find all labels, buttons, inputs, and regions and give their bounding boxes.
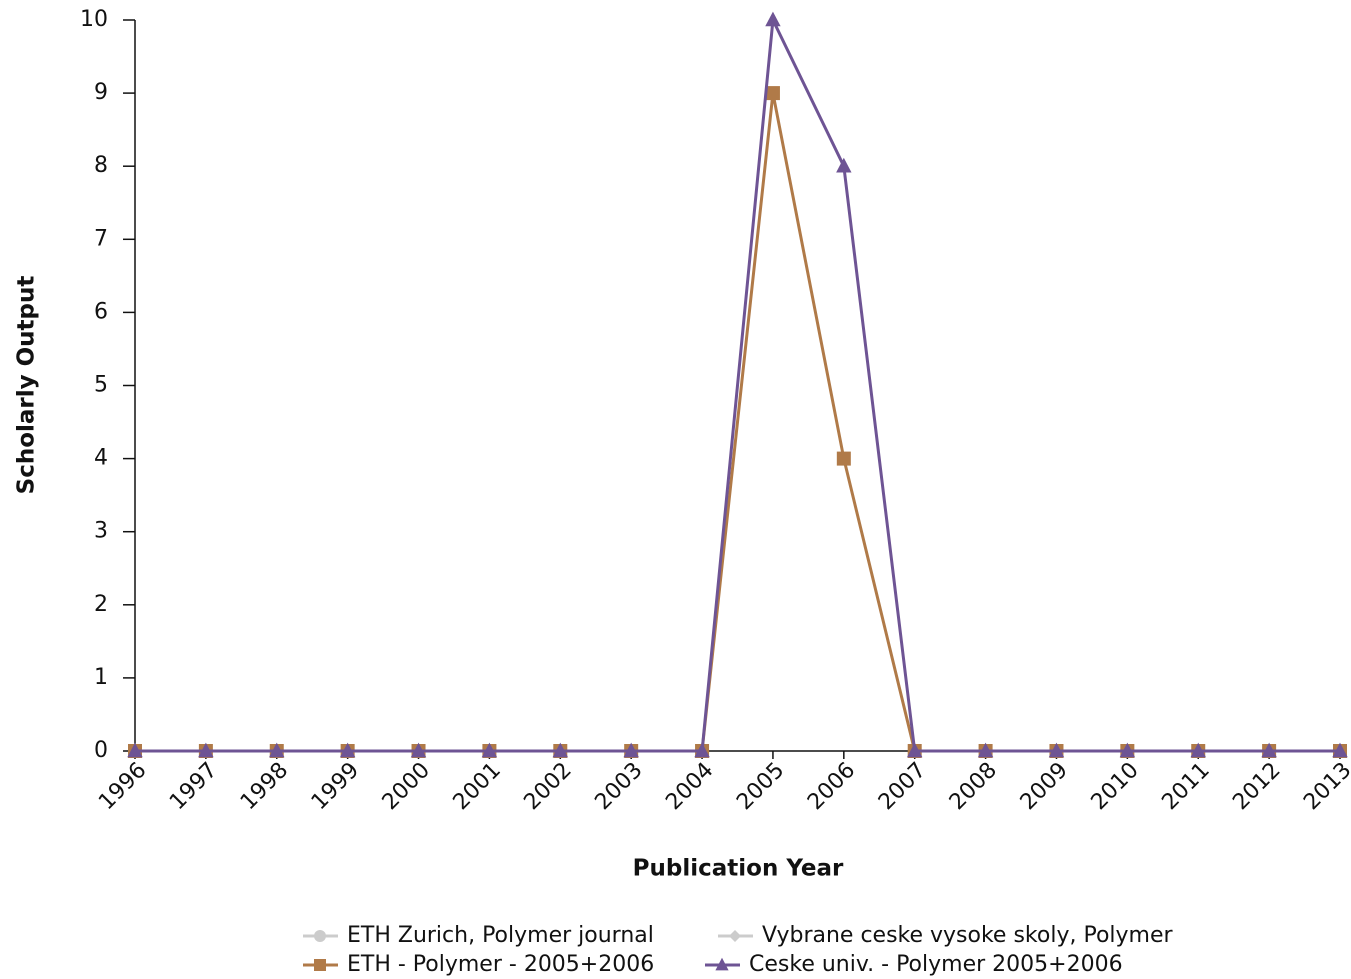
legend-marker xyxy=(715,957,729,971)
legend-marker xyxy=(314,930,326,942)
y-tick-label: 0 xyxy=(94,738,108,763)
series-line xyxy=(135,14,1340,753)
y-tick-label: 3 xyxy=(94,519,108,544)
y-tick-label: 1 xyxy=(94,665,108,690)
y-axis-label: Scholarly Output xyxy=(14,276,40,495)
y-tick-label: 7 xyxy=(94,226,108,251)
x-tick-label: 1996 xyxy=(94,758,151,815)
x-tick-label: 1998 xyxy=(236,758,293,815)
x-tick-label: 2011 xyxy=(1157,758,1214,815)
y-tick-label: 5 xyxy=(94,373,108,398)
x-tick-label: 2004 xyxy=(661,758,718,815)
data-point xyxy=(694,742,710,758)
legend-label: Ceske univ. - Polymer 2005+2006 xyxy=(749,952,1123,977)
y-tick-label: 10 xyxy=(80,7,108,32)
y-tick-label: 8 xyxy=(94,153,108,178)
data-point xyxy=(1119,742,1136,758)
data-point xyxy=(552,742,568,758)
data-point xyxy=(907,742,923,758)
x-axis-label: Publication Year xyxy=(633,856,844,882)
x-tick-label: 2005 xyxy=(732,758,789,815)
x-tick-label: 2001 xyxy=(449,758,506,815)
data-point xyxy=(198,742,214,758)
x-tick-label: 2010 xyxy=(1087,758,1144,815)
data-point xyxy=(339,742,356,758)
data-point xyxy=(1048,742,1065,758)
data-point xyxy=(836,451,851,466)
x-tick-label: 2006 xyxy=(803,758,860,815)
data-point xyxy=(269,742,285,758)
legend-label: ETH Zurich, Polymer journal xyxy=(347,923,654,948)
x-tick-label: 2008 xyxy=(945,758,1002,815)
data-point xyxy=(1332,742,1348,758)
y-tick-label: 2 xyxy=(94,592,108,617)
legend-marker xyxy=(729,930,741,942)
legend-label: ETH - Polymer - 2005+2006 xyxy=(347,952,654,977)
y-tick-label: 6 xyxy=(94,299,108,324)
x-tick-label: 2003 xyxy=(590,758,647,815)
data-point xyxy=(765,86,780,101)
x-tick-label: 2007 xyxy=(874,758,931,815)
x-tick-label: 2000 xyxy=(378,758,435,815)
x-tick-label: 2013 xyxy=(1299,758,1351,815)
data-point xyxy=(836,157,852,173)
y-tick-label: 9 xyxy=(94,80,108,105)
data-point xyxy=(410,742,427,758)
x-tick-label: 1997 xyxy=(165,758,222,815)
data-point xyxy=(1190,742,1206,758)
data-point xyxy=(481,742,498,758)
x-tick-label: 2012 xyxy=(1228,758,1285,815)
data-point xyxy=(623,742,639,758)
series-line xyxy=(135,92,1340,753)
x-tick-label: 2009 xyxy=(1016,758,1073,815)
legend-label: Vybrane ceske vysoke skoly, Polymer xyxy=(762,923,1174,948)
x-tick-label: 1999 xyxy=(307,758,364,815)
y-tick-label: 4 xyxy=(94,446,108,471)
data-point xyxy=(1261,742,1277,758)
legend-marker xyxy=(314,959,326,971)
x-tick-label: 2002 xyxy=(520,758,577,815)
data-point xyxy=(765,11,781,27)
data-point xyxy=(127,742,143,758)
data-point xyxy=(977,742,994,758)
